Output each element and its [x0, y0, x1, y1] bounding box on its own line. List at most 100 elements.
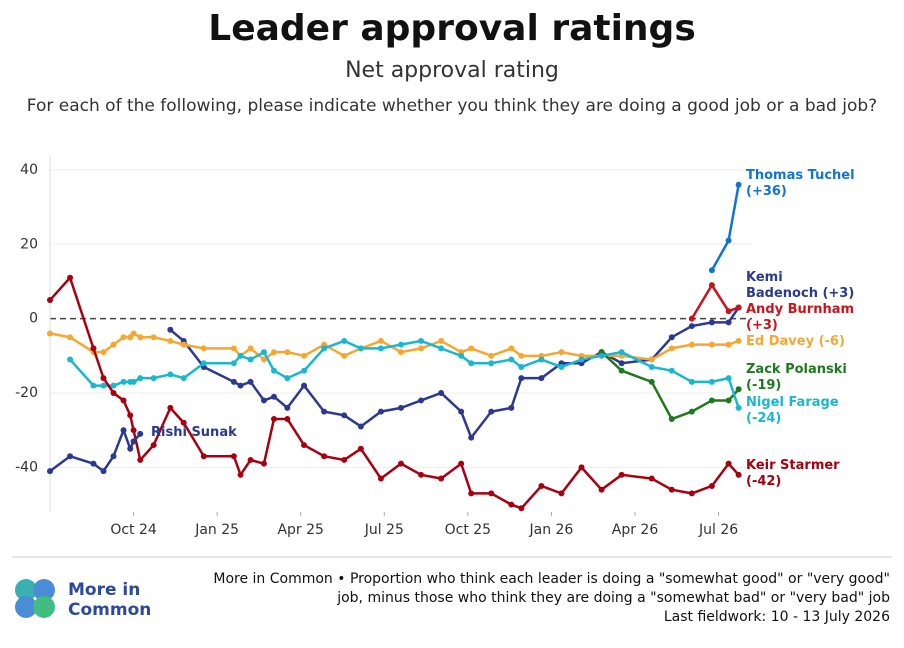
x-tick-label: Jul 25 [364, 522, 404, 538]
point [618, 349, 625, 356]
point [200, 345, 207, 352]
series-label: Thomas Tuchel (+36) [746, 168, 855, 199]
point [301, 367, 308, 374]
point [180, 341, 187, 348]
point [230, 378, 237, 385]
point [270, 349, 277, 356]
point [150, 442, 157, 449]
point [260, 356, 267, 363]
point [508, 404, 515, 411]
point [200, 453, 207, 460]
point [120, 397, 127, 404]
point [167, 337, 174, 344]
y-tick-label: 20 [20, 236, 38, 252]
point [137, 334, 144, 341]
point [508, 501, 515, 508]
point [110, 390, 117, 396]
point [90, 382, 97, 389]
y-tick-label: -20 [15, 385, 38, 401]
point [67, 453, 74, 460]
point [90, 460, 97, 467]
point [518, 505, 525, 512]
point [341, 412, 348, 419]
point [648, 378, 655, 385]
series-label: Rishi Sunak [151, 425, 237, 440]
point [438, 475, 445, 482]
point [341, 352, 348, 359]
point [725, 237, 732, 244]
point [688, 378, 695, 385]
series-label: Keir Starmer (-42) [746, 458, 840, 489]
point [518, 375, 525, 382]
y-tick-label: 0 [29, 311, 38, 327]
point [398, 349, 404, 356]
series-line [169, 306, 740, 441]
point [735, 337, 742, 344]
footnote-block: More in Common • Proportion who think ea… [210, 570, 890, 627]
point [237, 352, 244, 359]
point [538, 356, 545, 363]
point [237, 382, 244, 389]
point [688, 323, 695, 330]
x-tick-label: Oct 24 [110, 522, 157, 538]
point [120, 378, 127, 385]
series-line [690, 282, 740, 320]
point [357, 345, 364, 352]
subtitle: Net approval rating [345, 58, 559, 83]
point [725, 397, 732, 404]
point [668, 416, 675, 423]
point [618, 360, 625, 367]
point [725, 375, 732, 382]
point [488, 360, 495, 367]
point [688, 408, 695, 415]
point [341, 337, 348, 344]
point [247, 356, 254, 363]
point [301, 382, 308, 389]
point [284, 375, 291, 382]
point [735, 304, 742, 311]
point [735, 471, 742, 478]
point [488, 408, 495, 415]
point [100, 349, 107, 356]
point [47, 297, 53, 304]
point [668, 334, 675, 341]
point [130, 427, 137, 434]
point [67, 356, 74, 363]
point [508, 345, 515, 352]
point [398, 460, 404, 467]
point [418, 337, 425, 344]
point [150, 334, 157, 341]
point [708, 267, 715, 274]
point [735, 386, 742, 393]
point [618, 367, 625, 374]
point [648, 356, 655, 363]
logo-mark [15, 579, 55, 618]
point [418, 471, 425, 478]
point [398, 341, 404, 348]
point [735, 404, 742, 411]
fieldwork: Last fieldwork: 10 - 13 July 2026 [663, 609, 890, 625]
point [270, 416, 277, 423]
point [725, 319, 732, 326]
point [100, 382, 107, 389]
point [230, 360, 237, 367]
point [137, 430, 144, 437]
point [321, 408, 328, 415]
point [67, 274, 74, 281]
footnote: More in Common • Proportion who think ea… [213, 571, 890, 606]
point [558, 349, 565, 356]
point [377, 345, 384, 352]
question: For each of the following, please indica… [26, 96, 878, 116]
point [357, 423, 364, 430]
point [458, 408, 465, 415]
point [237, 471, 244, 478]
point [100, 375, 107, 382]
point [67, 334, 74, 341]
series-label: Andy Burnham (+3) [746, 302, 855, 333]
point [648, 475, 655, 482]
point [418, 397, 425, 404]
point [398, 404, 404, 411]
point [558, 490, 565, 497]
